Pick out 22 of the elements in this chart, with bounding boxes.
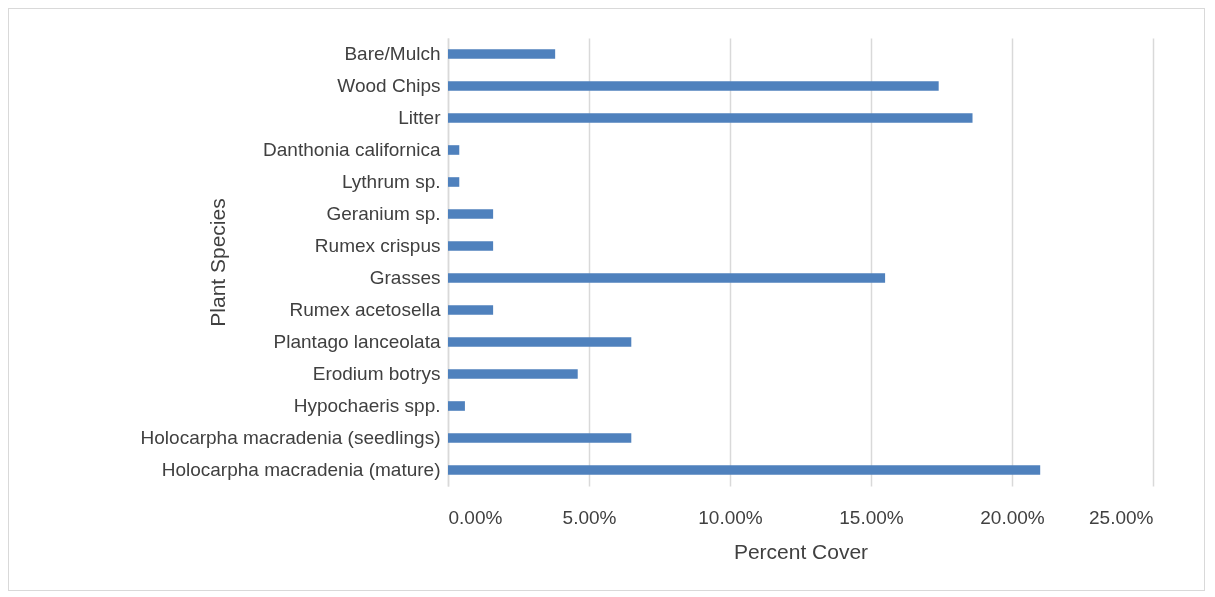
y-tick-label: Rumex acetosella	[289, 299, 441, 320]
y-tick-label: Danthonia californica	[263, 139, 441, 160]
x-tick-label: 15.00%	[839, 506, 904, 528]
y-tick-label: Holocarpha macradenia (seedlings)	[140, 427, 441, 448]
y-axis-title: Plant Species	[205, 198, 229, 327]
x-tick-label: 5.00%	[562, 506, 617, 528]
x-tick-label: 25.00%	[1089, 506, 1154, 528]
y-tick-label: Lythrum sp.	[341, 171, 441, 192]
x-tick-label: 10.00%	[698, 506, 763, 528]
y-tick-label: Wood Chips	[337, 75, 441, 96]
y-tick-label: Grasses	[369, 267, 441, 288]
y-tick-label: Litter	[398, 107, 442, 128]
y-tick-label: Hypochaeris spp.	[293, 395, 441, 416]
y-tick-label: Bare/Mulch	[344, 43, 441, 64]
x-tick-label: 0.00%	[448, 506, 503, 528]
x-axis-title: Percent Cover	[733, 539, 869, 563]
y-tick-label: Geranium sp.	[326, 203, 441, 224]
y-tick-label: Plantago lanceolata	[273, 331, 441, 352]
y-tick-label: Rumex crispus	[314, 235, 441, 256]
y-tick-label: Holocarpha macradenia (mature)	[161, 459, 441, 480]
x-tick-label: 20.00%	[980, 506, 1045, 528]
y-tick-label: Erodium botrys	[312, 363, 441, 384]
